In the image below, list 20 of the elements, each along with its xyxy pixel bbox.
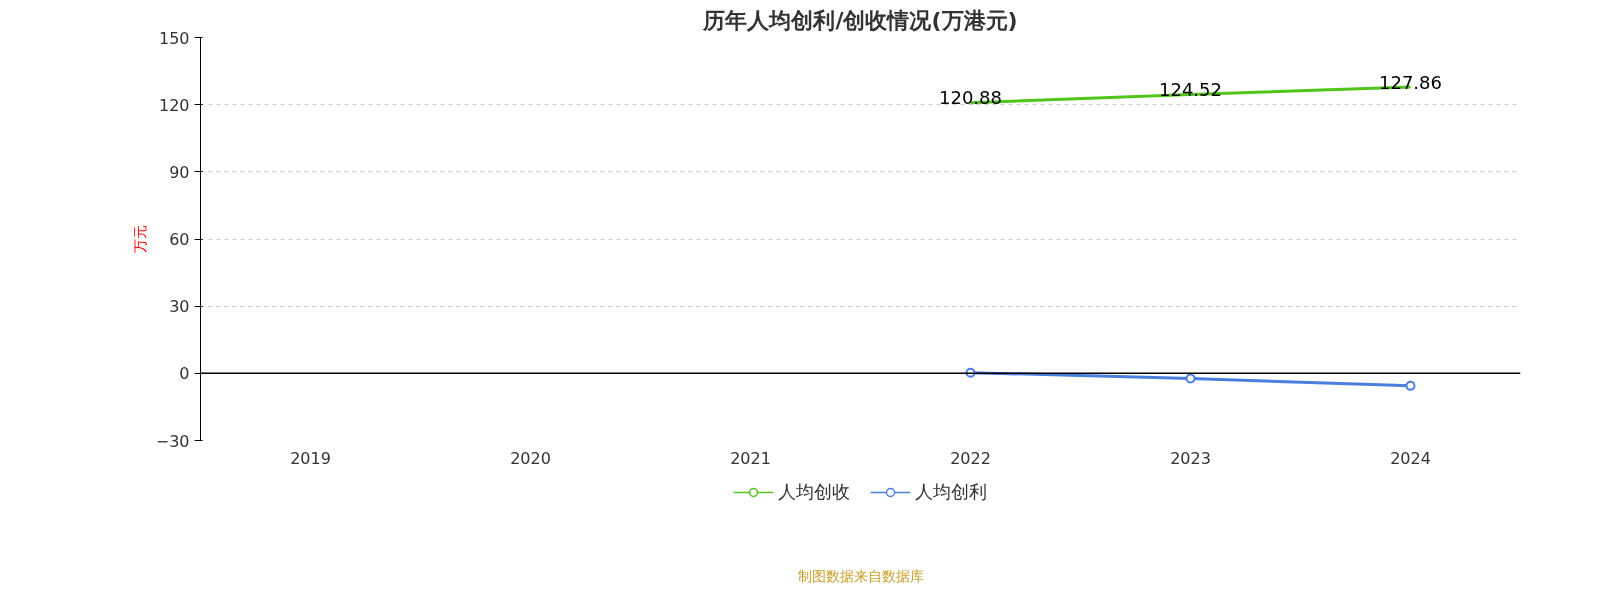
y-tick-label: 120 (158, 95, 190, 115)
y-tick-label: −30 (155, 431, 190, 451)
text: 制图数据来自数据库 (797, 568, 924, 585)
x-tick-label: 2022 (950, 448, 991, 468)
data-label: 120.88 (939, 87, 1002, 109)
x-tick-label: 2021 (730, 448, 771, 468)
data-label: 127.86 (1379, 71, 1442, 93)
y-tick-label: 150 (158, 28, 190, 48)
legend-label: 人均创收 (778, 480, 850, 504)
y-tick-label: 60 (169, 230, 190, 249)
x-tick-label: 2024 (1390, 448, 1431, 468)
legend-label: 人均创利 (915, 480, 987, 504)
y-axis-title: 万元 (131, 225, 148, 253)
chart-title: 历年人均创利/创收情况(万港元) (702, 7, 1018, 33)
x-tick-label: 2023 (1170, 448, 1211, 468)
x-tick-label: 2019 (290, 448, 331, 468)
y-tick-label: 0 (179, 364, 190, 384)
y-tick-label: 30 (169, 297, 190, 317)
x-tick-label: 2020 (510, 448, 551, 468)
y-tick-label: 90 (169, 162, 190, 182)
